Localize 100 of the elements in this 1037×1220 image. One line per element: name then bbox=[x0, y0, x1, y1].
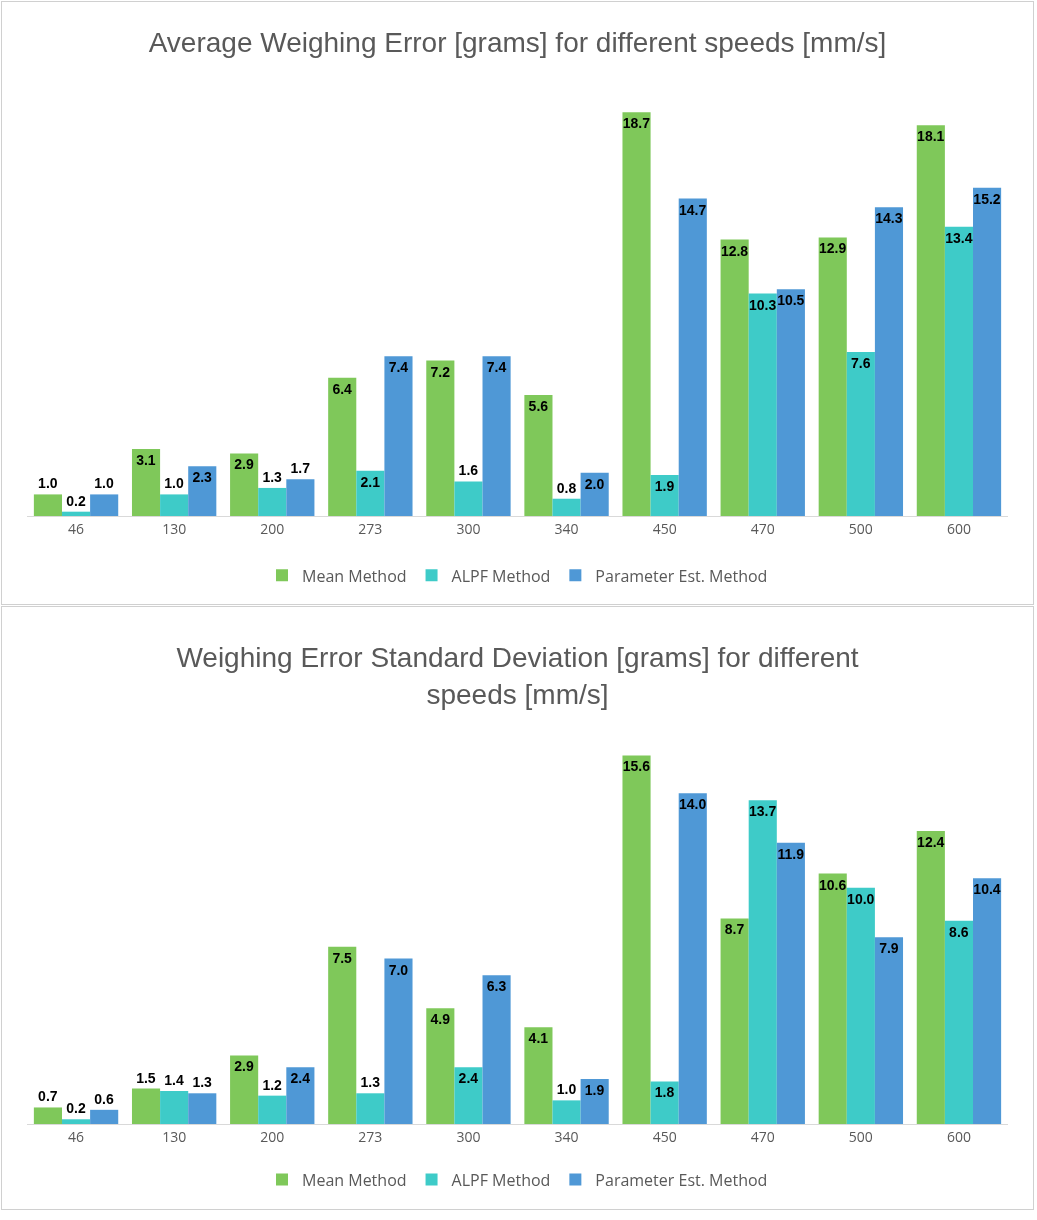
data-label: 10.6 bbox=[819, 876, 847, 893]
x-tick-label: 600 bbox=[946, 518, 971, 538]
data-label: 0.8 bbox=[556, 479, 577, 496]
bar bbox=[426, 1008, 455, 1124]
bar bbox=[622, 112, 651, 516]
data-label: 5.6 bbox=[528, 398, 549, 415]
bar bbox=[874, 207, 904, 516]
x-tick-label: 340 bbox=[554, 518, 579, 538]
data-label: 1.0 bbox=[38, 475, 58, 492]
data-label: 1.0 bbox=[164, 475, 184, 492]
data-label: 18.7 bbox=[622, 115, 651, 132]
data-label: 1.3 bbox=[262, 468, 283, 485]
bar bbox=[131, 1088, 161, 1124]
bar bbox=[230, 1055, 259, 1124]
x-tick-label: 46 bbox=[68, 518, 85, 538]
x-tick-label: 273 bbox=[358, 1126, 383, 1146]
bar bbox=[650, 1081, 679, 1124]
bar bbox=[678, 198, 707, 516]
bar bbox=[944, 226, 974, 516]
data-label: 7.4 bbox=[486, 359, 507, 376]
bar bbox=[973, 878, 1002, 1124]
data-label: 15.2 bbox=[973, 190, 1001, 207]
data-label: 1.2 bbox=[262, 1076, 283, 1093]
x-tick-label: 200 bbox=[260, 1126, 285, 1146]
data-label: 2.4 bbox=[458, 1070, 479, 1087]
data-label: 7.0 bbox=[388, 961, 409, 978]
data-label: 4.1 bbox=[528, 1030, 549, 1047]
bar bbox=[874, 937, 904, 1124]
data-label: 8.6 bbox=[949, 923, 969, 940]
data-label: 0.6 bbox=[94, 1090, 115, 1107]
bar bbox=[286, 479, 315, 516]
x-tick-label: 46 bbox=[68, 1126, 85, 1146]
bar bbox=[61, 511, 91, 516]
data-label: 1.7 bbox=[290, 460, 311, 477]
bar bbox=[356, 470, 385, 516]
bar bbox=[258, 487, 287, 516]
legend-label: Parameter Est. Method bbox=[595, 564, 768, 587]
bar bbox=[482, 975, 511, 1124]
legend-label: Parameter Est. Method bbox=[595, 1168, 768, 1191]
data-label: 14.0 bbox=[679, 796, 707, 813]
bar bbox=[258, 1095, 287, 1124]
data-label: 0.2 bbox=[66, 492, 86, 509]
data-label: 7.5 bbox=[332, 949, 353, 966]
legend-label: Mean Method bbox=[302, 564, 407, 587]
bar bbox=[846, 351, 875, 516]
data-label: 10.5 bbox=[777, 292, 805, 309]
data-label: 1.9 bbox=[654, 477, 675, 494]
data-label: 1.4 bbox=[164, 1071, 184, 1088]
data-label: 6.4 bbox=[332, 380, 353, 397]
data-label: 13.4 bbox=[945, 229, 973, 246]
bar bbox=[944, 920, 974, 1124]
data-label: 6.3 bbox=[486, 978, 507, 995]
bar bbox=[454, 1067, 483, 1124]
data-label: 1.8 bbox=[654, 1084, 675, 1101]
legend-label: ALPF Method bbox=[451, 1168, 551, 1191]
x-tick-label: 450 bbox=[652, 1126, 677, 1146]
bar bbox=[720, 918, 749, 1124]
x-tick-label: 450 bbox=[652, 518, 677, 538]
bar bbox=[188, 466, 217, 516]
data-label: 3.1 bbox=[136, 452, 156, 469]
data-label: 1.3 bbox=[360, 1074, 381, 1091]
data-label: 15.6 bbox=[622, 758, 651, 775]
bar bbox=[524, 1027, 553, 1124]
bar bbox=[846, 887, 875, 1124]
x-tick-label: 340 bbox=[554, 1126, 579, 1146]
bar bbox=[678, 793, 707, 1124]
data-label: 12.8 bbox=[720, 242, 749, 259]
x-tick-label: 130 bbox=[162, 1126, 187, 1146]
bar bbox=[916, 125, 945, 516]
data-label: 10.4 bbox=[973, 881, 1001, 898]
chart-title: Weighing Error Standard Deviation [grams] for different speeds [mm/s] bbox=[176, 642, 859, 710]
data-label: 11.9 bbox=[777, 845, 805, 862]
bar bbox=[426, 360, 455, 516]
bar bbox=[973, 187, 1002, 516]
bar bbox=[818, 237, 847, 516]
bar bbox=[160, 1090, 189, 1124]
data-label: 4.9 bbox=[430, 1011, 451, 1028]
data-label: 13.7 bbox=[749, 803, 777, 820]
bar bbox=[328, 377, 357, 516]
data-label: 2.3 bbox=[192, 469, 213, 486]
bar bbox=[188, 1093, 217, 1124]
bar bbox=[356, 1093, 385, 1124]
data-label: 0.2 bbox=[66, 1100, 86, 1117]
bar bbox=[552, 1100, 581, 1124]
data-label: 2.9 bbox=[234, 1058, 254, 1075]
data-label: 0.7 bbox=[38, 1088, 58, 1105]
x-tick-label: 500 bbox=[848, 518, 873, 538]
data-label: 12.9 bbox=[819, 240, 847, 257]
x-tick-label: 600 bbox=[946, 1126, 971, 1146]
bar bbox=[328, 946, 357, 1124]
data-label: 8.7 bbox=[724, 921, 745, 938]
data-label: 7.2 bbox=[430, 363, 451, 380]
bar bbox=[916, 831, 945, 1124]
bar bbox=[90, 1109, 119, 1124]
bar bbox=[776, 289, 805, 516]
data-label: 12.4 bbox=[917, 834, 945, 851]
data-label: 10.3 bbox=[749, 296, 777, 313]
legend-label: Mean Method bbox=[302, 1168, 407, 1191]
data-label: 7.9 bbox=[879, 940, 899, 957]
x-tick-label: 130 bbox=[162, 518, 187, 538]
